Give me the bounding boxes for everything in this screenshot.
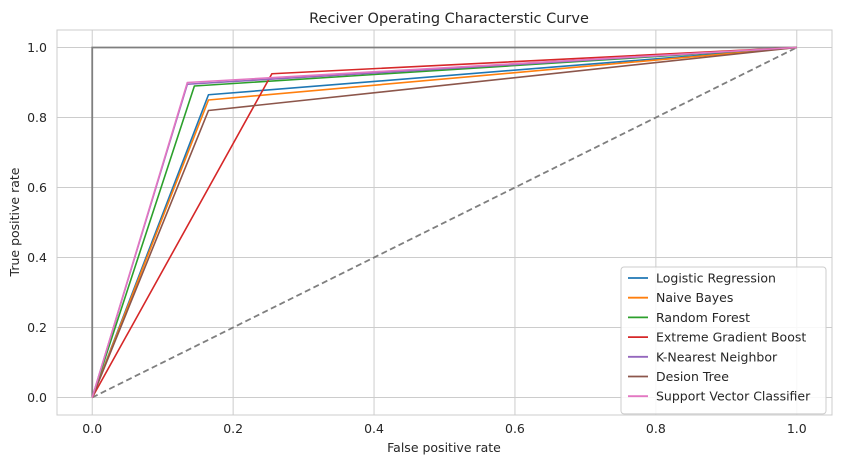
legend-label: Naive Bayes (656, 290, 733, 305)
legend-label: Desion Tree (656, 369, 729, 384)
plot-frame (56, 29, 833, 416)
y-tick-label: 1.0 (27, 40, 47, 55)
series-line (91, 46, 797, 398)
x-tick-label: 1.0 (787, 421, 807, 436)
perfect-classifier-line (91, 46, 797, 398)
x-tick-label: 0.4 (364, 421, 384, 436)
plot-lines (91, 46, 798, 399)
y-tick-label: 0.0 (27, 390, 47, 405)
legend: Logistic Regression Naive Bayes Random For… (620, 266, 827, 415)
chart-title: Reciver Operating Characterstic Curve (309, 11, 589, 27)
y-tick-label: 0.8 (27, 110, 47, 125)
legend-label: Extreme Gradient Boost (656, 330, 806, 345)
y-tick-label: 0.4 (27, 250, 47, 265)
series-line (91, 46, 797, 398)
tick-labels: 0.0 0.2 0.4 0.6 0.8 1.0 0.0 0.2 0.4 0.6 0.8 1.0 (27, 40, 807, 436)
legend-label: Logistic Regression (656, 271, 776, 286)
x-tick-label: 0.8 (646, 421, 666, 436)
series-line (91, 46, 797, 398)
y-tick-label: 0.6 (27, 180, 47, 195)
chance-diagonal-line (91, 46, 798, 399)
legend-label: Random Forest (656, 310, 750, 325)
series-line (91, 46, 797, 398)
legend-label: K-Nearest Neighbor (656, 349, 778, 364)
legend-label: Support Vector Classifier (656, 389, 811, 404)
x-tick-label: 0.2 (223, 421, 243, 436)
y-axis-title: True positive rate (7, 167, 22, 277)
x-tick-label: 0.6 (505, 421, 525, 436)
x-tick-label: 0.0 (82, 421, 102, 436)
x-axis-title: False positive rate (387, 440, 501, 455)
legend-box (620, 266, 827, 415)
y-tick-label: 0.2 (27, 320, 47, 335)
